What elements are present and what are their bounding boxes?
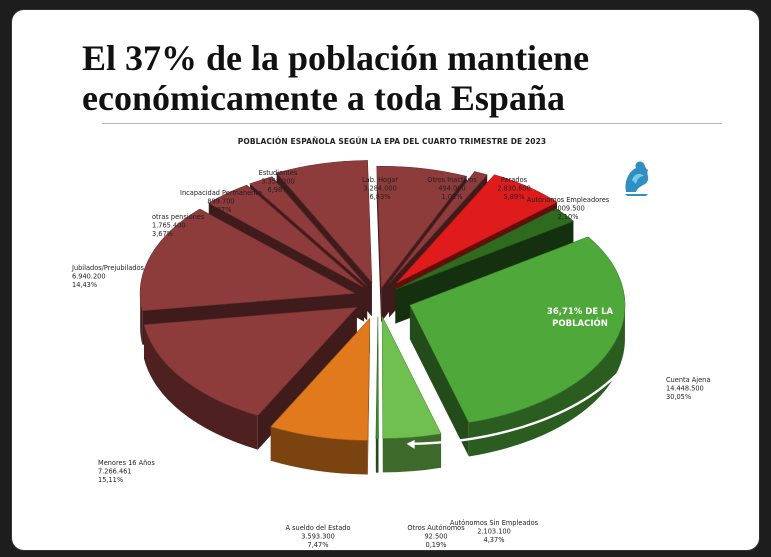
slice-percent: 1,87% <box>211 206 232 214</box>
slice-value: 3.284.000 <box>363 185 397 193</box>
arrow-head-icon <box>589 216 599 226</box>
page-title: El 37% de la población mantiene económic… <box>82 38 722 118</box>
slice-name: Autónomos Empleadores <box>527 196 610 204</box>
slice-value: 7.266.461 <box>98 468 132 476</box>
slice-percent: 1,03% <box>442 193 463 201</box>
slice-value: 899.700 <box>207 198 234 206</box>
slice-value: 92.500 <box>424 533 447 541</box>
slice-percent: 30,05% <box>666 393 691 401</box>
slice-value: 3.358.200 <box>261 178 295 186</box>
slice-value: 2.103.100 <box>477 528 511 536</box>
slice-percent: 15,11% <box>98 476 123 484</box>
slice-percent: 4,37% <box>484 536 505 544</box>
slice-percent: 14,43% <box>72 281 97 289</box>
slice-name: Cuenta Ajena <box>666 376 710 384</box>
slice-name: Estudiantes <box>259 169 298 177</box>
pie-slice <box>409 236 626 457</box>
slice-name: otras pensiones <box>152 213 205 221</box>
slice-percent: 6,83% <box>370 193 391 201</box>
title-line-1: El 37% de la población mantiene <box>82 38 590 78</box>
slice-name: Parados <box>501 176 528 184</box>
griffin-logo-icon <box>625 161 649 196</box>
slice-percent: 0,19% <box>426 541 447 549</box>
title-line-2: económicamente a toda España <box>82 78 565 118</box>
slice-name: Lab. Hogar <box>362 176 398 184</box>
slice-value: 1.765.400 <box>152 222 186 230</box>
slice-value: 14.448.500 <box>666 385 704 393</box>
slice-percent: 5,89% <box>504 193 525 201</box>
slice-name: Jubilados/Prejubilados <box>71 264 144 272</box>
slice-value: 494.000 <box>438 185 465 193</box>
pie-slice <box>381 316 442 473</box>
arrow-head-icon <box>406 439 415 449</box>
slice-percent: 2,10% <box>558 213 579 221</box>
slice-name: Otros Autónomos <box>407 524 465 532</box>
slice-value: 1.009.500 <box>551 205 585 213</box>
slice-name: Menores 16 Años <box>98 459 155 467</box>
title-divider <box>102 123 722 124</box>
callout-line-2: POBLACIÓN <box>552 317 608 329</box>
slice-percent: 6,98% <box>268 186 289 194</box>
slice-name: Incapacidad Permanente <box>180 189 262 197</box>
slice-name: A sueldo del Estado <box>285 524 350 532</box>
slice-percent: 3,67% <box>152 230 173 238</box>
slice-value: 6.940.200 <box>72 273 106 281</box>
callout-arc <box>408 218 651 446</box>
slice-value: 3.593.300 <box>301 533 335 541</box>
pie-slice <box>375 316 379 473</box>
slice-name: Otros Inactivos <box>427 176 477 184</box>
pie-slice <box>270 317 371 475</box>
slice-value: 2.830.600 <box>497 185 531 193</box>
slide-frame: El 37% de la población mantiene económic… <box>12 10 759 550</box>
slice-name: Autónomos Sin Empleados <box>450 519 539 527</box>
callout-line-1: 36,71% DE LA <box>547 307 614 317</box>
chart-title: POBLACIÓN ESPAÑOLA SEGÚN LA EPA DEL CUAR… <box>237 137 547 146</box>
slice-percent: 7,47% <box>308 541 329 549</box>
